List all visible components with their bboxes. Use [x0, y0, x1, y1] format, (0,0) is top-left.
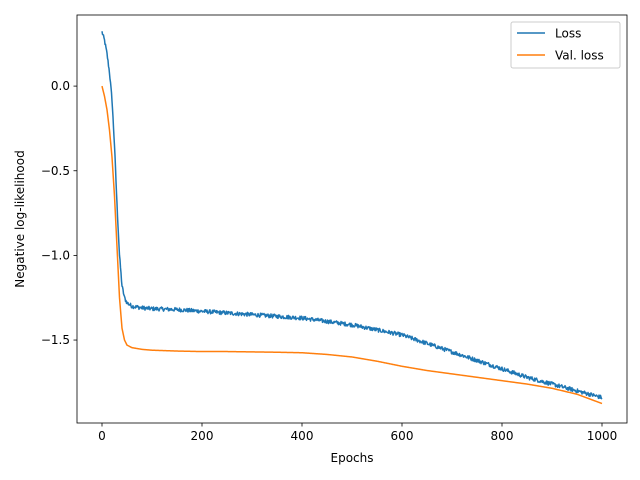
- legend-label-val-loss: Val. loss: [555, 49, 604, 63]
- y-tick-label: −1.5: [41, 333, 70, 347]
- y-axis-label: Negative log-likelihood: [13, 150, 27, 287]
- series-line-loss: [101, 31, 603, 400]
- y-axis-ticks: 0.0 −0.5 −1.0 −1.5: [41, 79, 77, 347]
- y-tick-label: −1.0: [41, 248, 70, 262]
- x-axis-label: Epochs: [331, 451, 374, 465]
- x-tick-label: 200: [191, 429, 214, 443]
- legend-label-loss: Loss: [555, 27, 581, 41]
- series-layer: [101, 31, 603, 405]
- x-tick-label: 600: [391, 429, 414, 443]
- series-line-val-loss: [101, 85, 603, 405]
- x-tick-label: 800: [491, 429, 514, 443]
- x-tick-label: 1000: [587, 429, 618, 443]
- x-tick-label: 400: [291, 429, 314, 443]
- x-axis-ticks: 0 200 400 600 800 1000: [98, 423, 617, 443]
- x-tick-label: 0: [98, 429, 106, 443]
- y-tick-label: −0.5: [41, 164, 70, 178]
- y-tick-label: 0.0: [51, 79, 70, 93]
- plot-frame: [76, 14, 628, 424]
- legend: Loss Val. loss: [510, 21, 621, 69]
